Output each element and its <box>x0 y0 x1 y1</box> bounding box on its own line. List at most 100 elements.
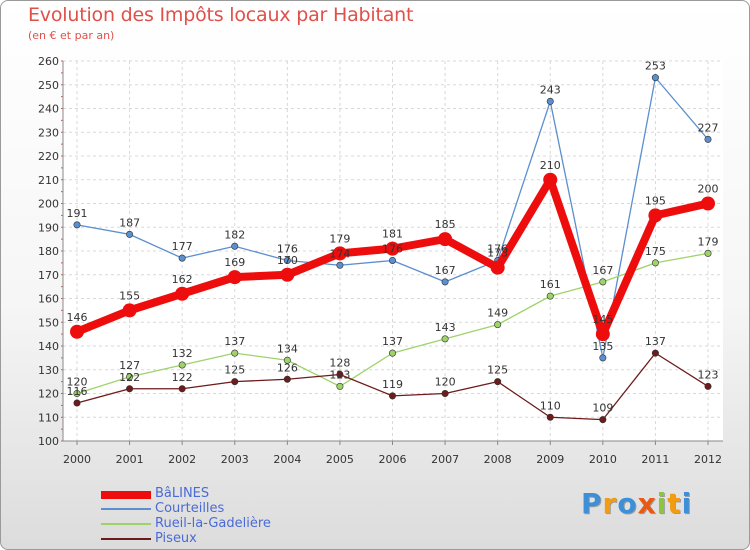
data-label: 125 <box>224 364 245 377</box>
logo-letter: t <box>667 487 682 520</box>
data-label: 119 <box>382 378 403 391</box>
data-label: 162 <box>172 273 193 286</box>
y-tick-label: 220 <box>38 150 59 163</box>
data-label: 253 <box>645 60 666 73</box>
data-point <box>704 249 712 257</box>
data-label: 137 <box>382 335 403 348</box>
y-tick-label: 240 <box>38 103 59 116</box>
x-tick-label: 2008 <box>484 453 512 466</box>
data-point <box>648 208 663 223</box>
data-label: 135 <box>592 340 613 353</box>
data-point <box>126 230 134 238</box>
data-label: 176 <box>277 243 298 256</box>
data-point <box>126 385 134 393</box>
logo-letter: i <box>681 487 693 520</box>
data-label: 243 <box>540 83 561 96</box>
data-point <box>336 261 344 269</box>
y-tick-label: 130 <box>38 364 59 377</box>
y-tick-label: 120 <box>38 388 59 401</box>
data-label: 176 <box>487 243 508 256</box>
data-label: 127 <box>119 359 140 372</box>
data-point <box>494 321 502 329</box>
data-point <box>441 335 449 343</box>
data-point <box>704 135 712 143</box>
data-label: 146 <box>67 311 88 324</box>
data-label: 120 <box>67 376 88 389</box>
data-label: 145 <box>592 313 613 326</box>
x-tick-label: 2007 <box>431 453 459 466</box>
data-point <box>280 267 295 282</box>
data-point <box>231 349 239 357</box>
data-point <box>543 172 558 187</box>
data-label: 181 <box>382 228 403 241</box>
data-label: 116 <box>67 385 88 398</box>
data-label: 137 <box>645 335 666 348</box>
data-point <box>651 259 659 267</box>
data-label: 167 <box>435 264 456 277</box>
data-label: 137 <box>224 335 245 348</box>
data-point <box>231 378 239 386</box>
data-point <box>599 416 607 424</box>
data-label: 110 <box>540 399 561 412</box>
y-tick-label: 170 <box>38 269 59 282</box>
data-point <box>388 349 396 357</box>
data-point <box>283 256 291 264</box>
y-tick-label: 230 <box>38 126 59 139</box>
data-label: 161 <box>540 278 561 291</box>
data-label: 175 <box>645 245 666 258</box>
y-tick-label: 180 <box>38 245 59 258</box>
data-point <box>175 286 190 301</box>
logo-letter: i <box>656 487 668 520</box>
data-point <box>546 413 554 421</box>
y-tick-label: 140 <box>38 340 59 353</box>
data-label: 126 <box>277 361 298 374</box>
data-point <box>546 292 554 300</box>
data-point <box>388 256 396 264</box>
legend-swatch <box>101 508 151 510</box>
data-label: 123 <box>698 368 719 381</box>
x-tick-label: 2010 <box>589 453 617 466</box>
chart-subtitle: (en € et par an) <box>28 29 115 42</box>
logo-letter: x <box>637 487 657 520</box>
y-tick-label: 150 <box>38 316 59 329</box>
data-label: 143 <box>435 321 456 334</box>
data-point <box>336 370 344 378</box>
data-label: 191 <box>67 207 88 220</box>
data-label: 170 <box>277 254 298 267</box>
y-tick-label: 110 <box>38 411 59 424</box>
data-point <box>599 354 607 362</box>
data-label: 179 <box>329 232 350 245</box>
data-label: 122 <box>172 371 193 384</box>
x-tick-label: 2000 <box>63 453 91 466</box>
data-point <box>438 232 453 247</box>
data-label: 120 <box>435 376 456 389</box>
data-label: 185 <box>435 218 456 231</box>
data-label: 173 <box>487 247 508 260</box>
data-label: 122 <box>119 371 140 384</box>
x-tick-label: 2012 <box>694 453 722 466</box>
data-label: 174 <box>329 247 350 260</box>
data-point <box>178 385 186 393</box>
logo-letter: o <box>617 487 638 520</box>
data-point <box>332 246 347 261</box>
data-point <box>651 349 659 357</box>
x-tick-label: 2009 <box>536 453 564 466</box>
data-point <box>595 327 610 342</box>
y-tick-label: 210 <box>38 174 59 187</box>
data-point <box>651 74 659 82</box>
data-point <box>126 373 134 381</box>
x-tick-label: 2011 <box>641 453 669 466</box>
data-point <box>178 254 186 262</box>
data-point <box>385 241 400 256</box>
data-label: 195 <box>645 194 666 207</box>
y-tick-label: 100 <box>38 435 59 448</box>
y-tick-label: 200 <box>38 198 59 211</box>
data-point <box>441 389 449 397</box>
data-label: 167 <box>592 264 613 277</box>
data-label: 128 <box>329 357 350 370</box>
data-label: 132 <box>172 347 193 360</box>
data-label: 176 <box>382 243 403 256</box>
data-label: 155 <box>119 289 140 302</box>
data-label: 177 <box>172 240 193 253</box>
